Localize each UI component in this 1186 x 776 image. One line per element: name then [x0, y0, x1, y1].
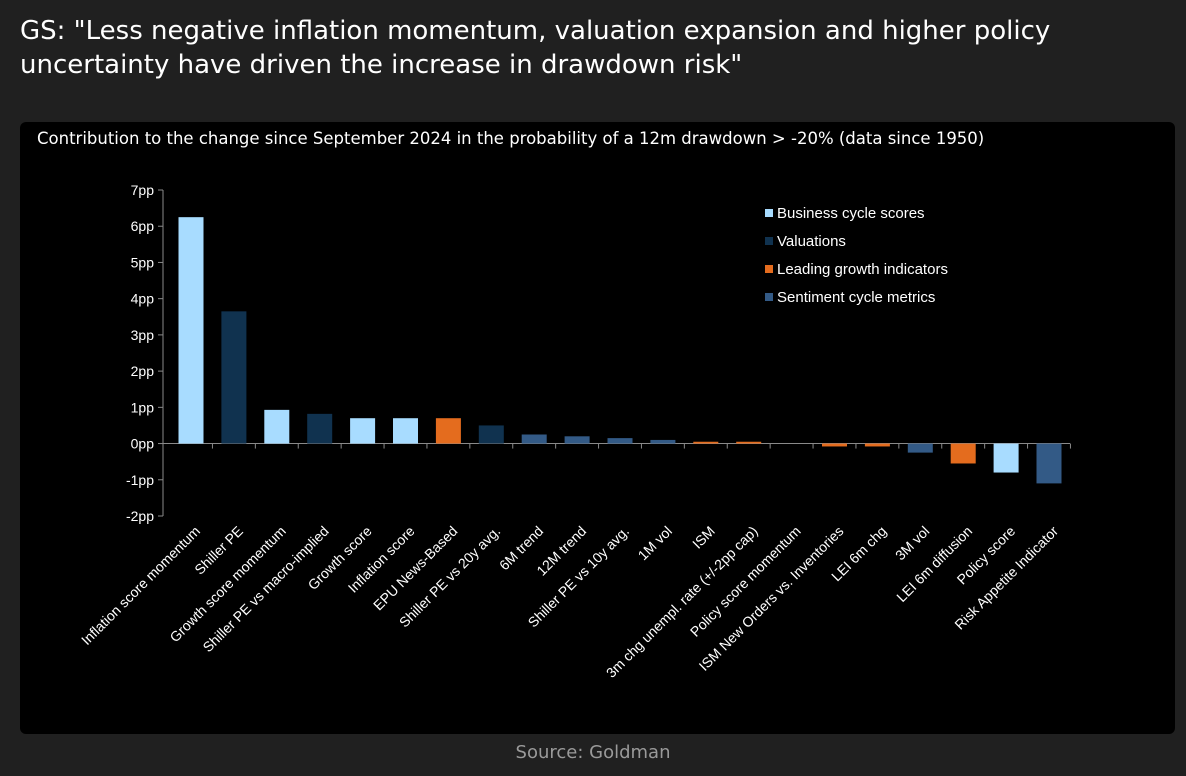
bar — [178, 217, 204, 444]
bars — [178, 217, 1071, 484]
legend-entry: Valuations — [777, 233, 846, 250]
legend: Business cycle scores Valuations Leading g… — [765, 205, 948, 306]
y-tick-label: 0pp — [131, 436, 155, 452]
bar — [521, 434, 547, 444]
y-tick-label: 4pp — [131, 291, 155, 307]
bar — [221, 311, 247, 444]
bar — [993, 443, 1019, 473]
source-note: Source: Goldman — [515, 742, 671, 763]
y-tick-label: 7pp — [131, 182, 155, 198]
y-tick-label: 2pp — [131, 363, 155, 379]
legend-swatch — [765, 265, 773, 273]
bar — [907, 443, 933, 453]
legend-swatch — [765, 209, 773, 217]
y-tick-label: 1pp — [131, 399, 155, 415]
bar — [693, 441, 719, 444]
bar — [822, 443, 847, 447]
legend-entry: Business cycle scores — [777, 205, 925, 222]
bar — [478, 425, 504, 444]
headline: GS: "Less negative inflation momentum, v… — [20, 16, 1051, 80]
bar-chart: Contribution to the change since Septemb… — [37, 129, 1071, 681]
bar — [650, 439, 676, 444]
bar — [264, 409, 290, 444]
y-tick-label: 6pp — [131, 218, 155, 234]
bar — [393, 418, 418, 444]
x-tick-label: 1M vol — [635, 523, 675, 563]
legend-entry: Sentiment cycle metrics — [777, 289, 935, 306]
y-tick-label: -2pp — [126, 508, 154, 524]
bar — [307, 413, 333, 444]
bar — [607, 438, 633, 444]
legend-swatch — [765, 237, 773, 245]
bar — [950, 443, 976, 464]
legend-entry: Leading growth indicators — [777, 261, 948, 278]
legend-swatch — [765, 293, 773, 301]
bar — [350, 418, 376, 444]
y-axis: -2pp -1pp 0pp 1pp 2pp 3pp 4pp 5pp 6pp 7pp — [126, 182, 1070, 524]
y-tick-label: -1pp — [126, 472, 154, 488]
x-tick-label: 3M vol — [892, 523, 932, 563]
bar — [564, 436, 590, 444]
chart-title: Contribution to the change since Septemb… — [37, 129, 984, 148]
x-tick-label: LEI 6m diffusion — [893, 523, 975, 605]
x-tick-label: 3m chg unempl. rate (+/-2pp cap) — [603, 523, 761, 681]
bar — [435, 418, 461, 444]
y-tick-label: 3pp — [131, 327, 155, 343]
x-tick-label: ISM — [689, 523, 718, 552]
bar — [1036, 443, 1062, 484]
bar — [864, 443, 890, 447]
chart-panel: Contribution to the change since Septemb… — [20, 122, 1175, 734]
bar — [736, 441, 762, 444]
y-tick-label: 5pp — [131, 254, 155, 270]
